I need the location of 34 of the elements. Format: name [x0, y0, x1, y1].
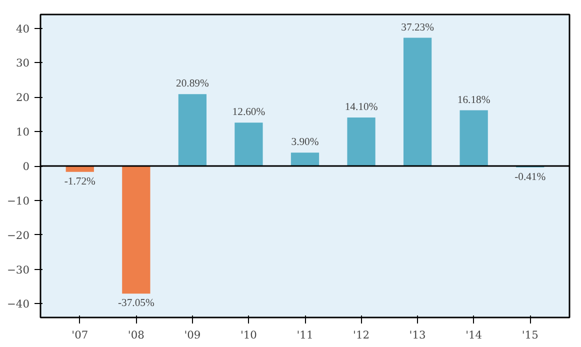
- y-tick-label: 10: [16, 126, 30, 139]
- x-tick-label: '14: [466, 328, 482, 342]
- x-tick-label: '13: [409, 328, 426, 342]
- y-tick-label: −20: [7, 228, 30, 242]
- data-label: 16.18%: [457, 94, 490, 106]
- data-label: 14.10%: [344, 102, 378, 113]
- y-tick-label: 40: [16, 22, 30, 36]
- data-label: 37.23%: [401, 22, 434, 34]
- bar: [178, 94, 207, 166]
- bar: [347, 117, 376, 166]
- x-tick-label: '08: [128, 328, 145, 342]
- data-label: -37.05%: [118, 298, 154, 310]
- y-tick-label: 20: [16, 91, 30, 104]
- data-label: 3.90%: [291, 137, 319, 148]
- x-tick-label: '07: [72, 328, 88, 342]
- data-label: 20.89%: [176, 78, 209, 90]
- y-tick-label: −40: [7, 298, 30, 311]
- x-tick-label: '09: [184, 328, 201, 342]
- bar: [460, 110, 488, 166]
- bar: [122, 166, 150, 294]
- y-tick-label: 30: [16, 56, 30, 70]
- y-tick-label: −10: [7, 194, 30, 208]
- data-label: -1.72%: [64, 176, 96, 188]
- x-tick-label: '10: [240, 328, 258, 342]
- x-tick-label: '12: [353, 328, 370, 342]
- data-label: 12.60%: [232, 107, 266, 118]
- bar: [234, 122, 263, 166]
- bar: [290, 152, 320, 166]
- bar: [403, 38, 432, 166]
- y-tick-label: 0: [22, 160, 30, 173]
- y-tick-label: −30: [7, 263, 30, 276]
- data-label: -0.41%: [514, 172, 546, 183]
- x-tick-label: '11: [296, 328, 314, 342]
- x-tick-label: '15: [522, 328, 538, 342]
